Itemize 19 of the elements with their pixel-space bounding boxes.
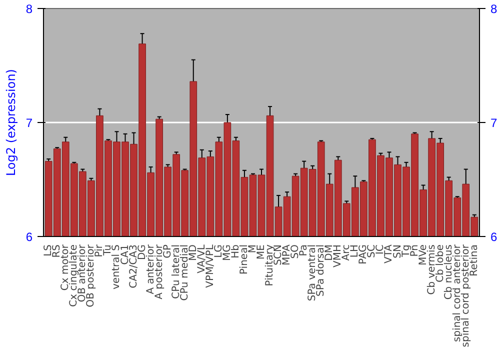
x-tick-label: A posterior	[154, 244, 165, 300]
y-tick-label: 7	[26, 116, 33, 130]
y2-tick-label: 6	[490, 230, 498, 244]
x-tick-label: Tg	[400, 244, 412, 258]
y-axis-title: Log2 (expression)	[4, 69, 18, 176]
y-tick-label: 6	[26, 230, 33, 244]
y-tick-label: 8	[26, 2, 33, 16]
y2-tick-label: 7	[490, 116, 498, 130]
x-tick-label: spinal cord posterior	[460, 244, 472, 348]
x-tick-label: OB posterior	[86, 244, 97, 308]
x-tick-label: Pituitary	[264, 244, 276, 286]
x-tick-label: Cb lobe	[434, 244, 446, 282]
y2-tick-label: 8	[490, 2, 498, 16]
x-tick-label: GP	[162, 244, 174, 258]
x-tick-label: DG	[136, 244, 148, 260]
x-tick-label: Retina	[468, 244, 480, 276]
x-tick-label: Hb	[230, 244, 242, 258]
x-tick-label: ME	[256, 244, 267, 260]
x-tick-label: MVe	[418, 244, 429, 266]
